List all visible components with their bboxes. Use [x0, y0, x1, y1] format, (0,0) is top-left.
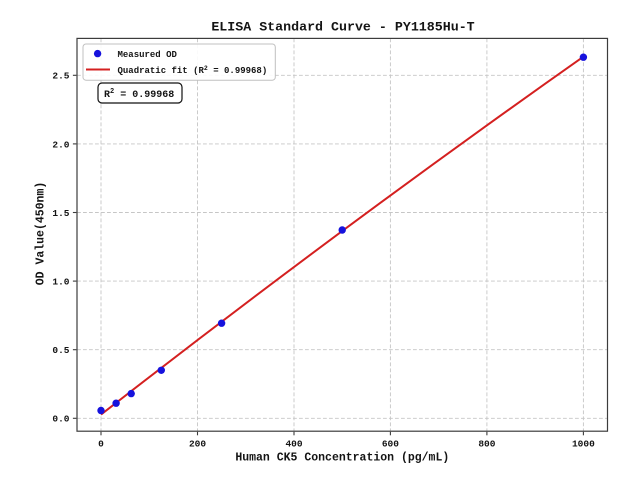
svg-text:200: 200 [189, 439, 206, 450]
svg-text:2.0: 2.0 [52, 139, 69, 150]
svg-text:0: 0 [98, 439, 104, 450]
svg-text:600: 600 [382, 439, 399, 450]
svg-text:2.5: 2.5 [52, 71, 69, 82]
svg-text:Quadratic fit (R2 = 0.99968): Quadratic fit (R2 = 0.99968) [118, 65, 268, 76]
svg-text:800: 800 [478, 439, 495, 450]
svg-text:1000: 1000 [572, 439, 595, 450]
svg-text:1.0: 1.0 [52, 277, 69, 288]
svg-text:Human CK5 Concentration (pg/mL: Human CK5 Concentration (pg/mL) [235, 451, 449, 464]
svg-text:ELISA Standard Curve - PY1185H: ELISA Standard Curve - PY1185Hu-T [211, 20, 474, 35]
svg-text:0.0: 0.0 [52, 414, 69, 425]
svg-text:400: 400 [285, 439, 302, 450]
svg-text:0.5: 0.5 [52, 345, 69, 356]
svg-text:1.5: 1.5 [52, 208, 69, 219]
svg-text:R2 = 0.99968: R2 = 0.99968 [104, 88, 174, 101]
svg-text:OD Value(450nm): OD Value(450nm) [35, 182, 48, 286]
svg-text:Measured OD: Measured OD [118, 50, 178, 60]
